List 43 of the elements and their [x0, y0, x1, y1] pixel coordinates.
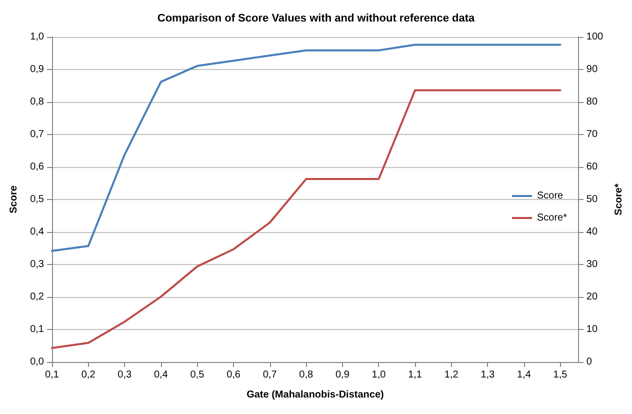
x-tick-label: 0,1 — [45, 370, 60, 380]
x-tick-label: 1,5 — [553, 370, 568, 380]
y2-tick-label: 90 — [586, 64, 598, 75]
x-tick-label: 0,6 — [226, 370, 241, 380]
y2-tick-label: 60 — [586, 162, 598, 172]
x-tick-label: 1,0 — [372, 370, 386, 380]
x-tick-label: 0,4 — [154, 370, 168, 380]
y-tick-label: 0,4 — [30, 226, 44, 238]
x-tick-label: 0,3 — [118, 370, 132, 380]
legend-label: Score — [536, 190, 564, 202]
y-tick-label: 0,7 — [30, 129, 44, 140]
y-tick-label: 0,2 — [30, 292, 44, 302]
y-tick-label: 0,1 — [30, 324, 44, 335]
y-tick-label: 0,0 — [30, 356, 44, 368]
y2-tick-label: 50 — [586, 194, 598, 205]
y2-tick-label: 0 — [586, 356, 592, 368]
x-tick-label: 0,5 — [190, 370, 205, 380]
y-tick-label: 0,8 — [30, 96, 44, 108]
y-tick-label: 0,9 — [30, 64, 44, 75]
x-tick-label: 1,1 — [408, 370, 422, 380]
y2-tick-label: 10 — [586, 324, 598, 335]
y-tick-label: 0,6 — [30, 162, 44, 172]
y2-tick-label: 100 — [586, 32, 604, 42]
y2-tick-label: 70 — [586, 129, 598, 140]
x-tick-label: 1,4 — [517, 370, 532, 380]
x-tick-label: 1,2 — [444, 370, 459, 380]
y-axis-title: Score — [8, 185, 20, 214]
x-tick-label: 0,7 — [262, 370, 278, 380]
y2-tick-label: 80 — [586, 96, 598, 108]
y-tick-label: 1,0 — [30, 32, 44, 42]
y2-tick-label: 40 — [586, 226, 598, 238]
x-tick-label: 1,3 — [480, 370, 496, 380]
y-tick-label: 0,5 — [30, 194, 44, 205]
chart-title: Comparison of Score Values with and without reference data — [157, 12, 476, 24]
y-tick-label: 0,3 — [30, 259, 44, 270]
x-tick-label: 0,2 — [81, 370, 96, 380]
legend-label: Score* — [536, 212, 568, 224]
x-tick-label: 0,8 — [299, 370, 314, 380]
y2-axis-title: Score* — [614, 184, 624, 216]
y2-tick-label: 30 — [586, 259, 598, 270]
y2-tick-label: 20 — [586, 292, 598, 302]
x-axis-title: Gate (Mahalanobis-Distance) — [246, 390, 384, 400]
x-tick-label: 0,9 — [335, 370, 350, 380]
